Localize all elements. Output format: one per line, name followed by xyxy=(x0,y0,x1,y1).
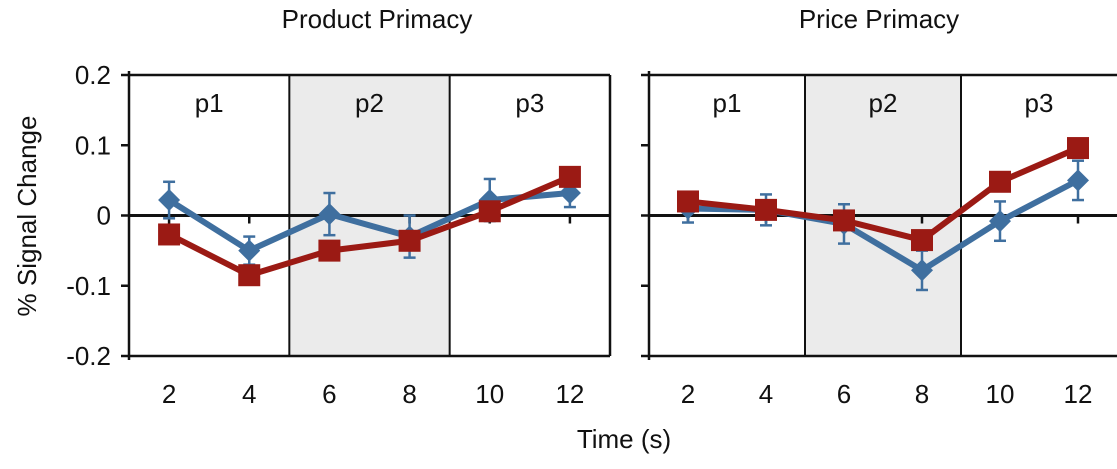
chart-title: Price Primacy xyxy=(799,4,959,34)
series-line xyxy=(687,145,1080,244)
x-tick-label: 10 xyxy=(475,379,504,409)
y-tick-label: -0.1 xyxy=(66,271,111,301)
data-point-square xyxy=(478,200,501,223)
series-red xyxy=(677,137,1089,252)
x-tick-label: 8 xyxy=(402,379,416,409)
period-label: p3 xyxy=(515,88,544,118)
data-point-diamond xyxy=(911,259,933,282)
y-axis-label: % Signal Change xyxy=(12,116,42,317)
y-tick-label: 0 xyxy=(97,201,111,231)
y-tick-label: -0.2 xyxy=(66,341,111,371)
data-point-square xyxy=(833,209,855,232)
y-tick-label: 0.2 xyxy=(75,60,111,90)
period-label: p1 xyxy=(713,88,742,118)
series-line xyxy=(167,190,571,254)
data-point-square xyxy=(989,170,1011,193)
chart-panel-2: Price Primacy p1 p2 p3 2 4 6 8 10 12 xyxy=(641,4,1117,409)
data-point-square xyxy=(398,229,421,252)
data-point-square xyxy=(755,198,777,221)
y-tick-label: 0.1 xyxy=(75,130,111,160)
x-tick-label: 10 xyxy=(986,379,1015,409)
period-label: p2 xyxy=(869,88,898,118)
x-tick-label: 12 xyxy=(555,379,584,409)
series-line xyxy=(167,174,572,279)
x-tick-label: 4 xyxy=(242,379,256,409)
x-axis-label: Time (s) xyxy=(577,424,671,454)
chart-title: Product Primacy xyxy=(282,4,473,34)
period-label: p2 xyxy=(355,88,384,118)
x-tick-label: 2 xyxy=(162,379,176,409)
data-point-diamond xyxy=(238,239,261,262)
data-point-diamond xyxy=(318,203,341,226)
data-point-square xyxy=(238,264,261,287)
chart-panel-1: Product Primacy p1 p2 p3 0.2 0.1 0 -0.1 -0.2 2 4 6 8… xyxy=(12,4,612,409)
series-red xyxy=(158,165,581,287)
series-blue xyxy=(158,177,581,266)
x-tick-label: 12 xyxy=(1064,379,1093,409)
data-point-diamond xyxy=(1067,169,1089,192)
data-point-square xyxy=(1067,137,1089,160)
period-label: p1 xyxy=(195,88,224,118)
x-tick-label: 6 xyxy=(837,379,851,409)
data-point-diamond xyxy=(158,189,181,212)
x-tick-label: 6 xyxy=(322,379,336,409)
x-tick-label: 8 xyxy=(915,379,929,409)
data-point-square xyxy=(558,165,581,188)
data-point-diamond xyxy=(989,210,1011,233)
x-tick-label: 2 xyxy=(681,379,695,409)
period-label: p3 xyxy=(1025,88,1054,118)
data-point-square xyxy=(318,239,341,262)
data-point-square xyxy=(158,223,181,246)
data-point-square xyxy=(677,190,699,213)
data-point-square xyxy=(911,229,933,252)
x-tick-label: 4 xyxy=(759,379,773,409)
